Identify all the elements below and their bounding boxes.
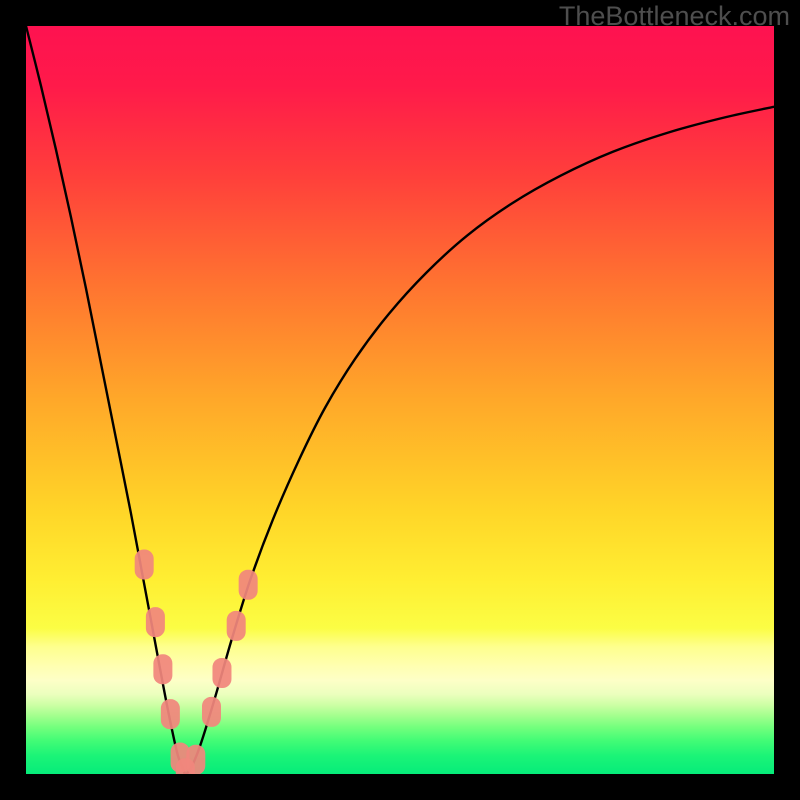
bottleneck-plot xyxy=(0,0,800,800)
curve-marker xyxy=(227,611,246,641)
curve-marker xyxy=(146,607,165,637)
curve-marker xyxy=(135,550,154,580)
curve-marker xyxy=(161,699,180,729)
curve-marker xyxy=(202,697,221,727)
plot-background-gradient xyxy=(26,26,774,774)
curve-marker xyxy=(239,570,258,600)
curve-marker xyxy=(186,745,205,775)
curve-marker xyxy=(212,658,231,688)
curve-marker xyxy=(153,654,172,684)
